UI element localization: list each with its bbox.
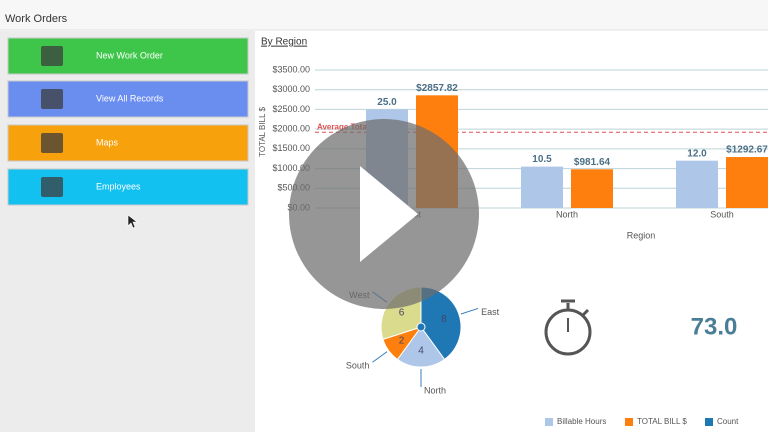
mouse-cursor: [127, 214, 138, 229]
panel-title: By Region: [261, 37, 307, 48]
slice-label: South: [346, 361, 370, 371]
y-tick-label: $2000.00: [272, 124, 310, 134]
slice-value: 2: [399, 336, 405, 347]
button-icon[interactable]: [41, 133, 63, 153]
header-bar: [0, 0, 768, 30]
menu-button[interactable]: Maps: [7, 124, 249, 162]
pie-slice: [396, 326, 446, 368]
bar: [726, 157, 768, 208]
y-tick-label: $1500.00: [272, 143, 310, 153]
menu: New Work Order View All Records Maps Employ…: [7, 37, 249, 206]
play-triangle[interactable]: [360, 166, 418, 262]
value-label: 10.5: [532, 154, 552, 165]
menu-button[interactable]: View All Records: [7, 80, 249, 118]
legend-swatch: [705, 418, 713, 426]
value-label: 12.0: [687, 148, 707, 159]
y-axis-label: TOTAL BILL $: [258, 107, 267, 157]
slice-value: 8: [441, 314, 447, 325]
legend-label: TOTAL BILL $: [637, 417, 687, 426]
play-button[interactable]: [289, 119, 479, 309]
value-label: 25.0: [377, 97, 397, 108]
pie-center: [416, 322, 426, 332]
stat-value: 73.0: [691, 313, 738, 340]
legend-label: Count: [717, 417, 739, 426]
slice-value: 6: [399, 308, 405, 319]
button-label[interactable]: Maps: [96, 137, 119, 147]
legend-label: Billable Hours: [557, 417, 606, 426]
bar: [676, 160, 718, 208]
bar: [521, 166, 563, 208]
legend-swatch: [625, 418, 633, 426]
stopwatch-icon: [544, 299, 592, 356]
x-axis-label: Region: [627, 230, 656, 240]
leader-line: [372, 351, 388, 363]
button-label[interactable]: View All Records: [96, 93, 164, 103]
leader-line: [460, 307, 479, 315]
menu-button[interactable]: Employees: [7, 168, 249, 206]
button-icon[interactable]: [41, 177, 63, 197]
slice-label: East: [481, 307, 500, 317]
x-tick-label: North: [556, 209, 578, 219]
value-label: $1292.67: [726, 145, 768, 156]
x-tick-label: South: [710, 209, 734, 219]
legend-swatch: [545, 418, 553, 426]
slice-label: North: [424, 385, 446, 395]
button-label[interactable]: New Work Order: [96, 50, 163, 60]
menu-button[interactable]: New Work Order: [7, 37, 249, 75]
slice-value: 4: [418, 346, 424, 357]
button-icon[interactable]: [41, 89, 63, 109]
y-tick-label: $3500.00: [272, 64, 310, 74]
button-bg[interactable]: [7, 37, 249, 75]
legend: Billable Hours TOTAL BILL $ Count: [545, 417, 739, 426]
y-tick-label: $1000.00: [272, 163, 310, 173]
value-label: $2857.82: [416, 83, 458, 94]
bar: [571, 169, 613, 208]
button-label[interactable]: Employees: [96, 181, 141, 191]
y-tick-label: $3000.00: [272, 84, 310, 94]
button-icon[interactable]: [41, 46, 63, 66]
y-tick-label: $2500.00: [272, 104, 310, 114]
header-title: Work Orders: [5, 13, 68, 25]
value-label: $981.64: [574, 157, 611, 168]
